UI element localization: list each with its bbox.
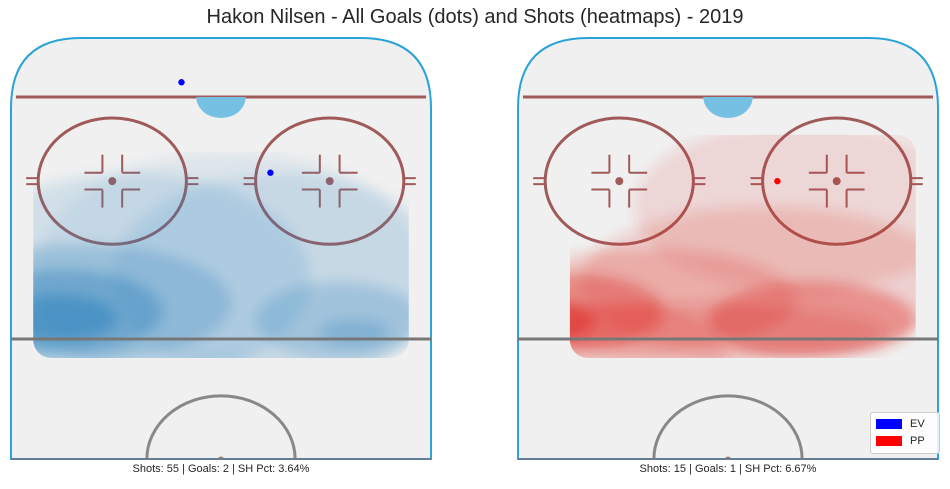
goal-marker (178, 79, 185, 86)
goal-marker (774, 177, 781, 185)
ev-panel (10, 37, 432, 460)
goal-crease (196, 96, 246, 118)
goal-crease (703, 96, 753, 118)
legend-item-ev: EV (876, 417, 925, 431)
legend-item-pp: PP (876, 434, 925, 448)
goal-marker (267, 169, 274, 176)
legend-label-pp: PP (910, 435, 925, 447)
legend-label-ev: EV (910, 418, 925, 430)
center-circle (145, 394, 297, 460)
legend-swatch-pp (876, 436, 902, 447)
legend-swatch-ev (876, 419, 902, 430)
heat-contour (569, 303, 728, 358)
ev-panel-caption: Shots: 55 | Goals: 2 | SH Pct: 3.64% (132, 463, 310, 475)
center-dot (218, 456, 224, 459)
pp-shot-heatmap (569, 134, 916, 358)
legend: EV PP (870, 412, 940, 454)
heat-contour (634, 134, 916, 291)
chart-title: Hakon Nilsen - All Goals (dots) and Shot… (206, 6, 744, 28)
center-dot (725, 456, 731, 459)
pp-panel-caption: Shots: 15 | Goals: 1 | SH Pct: 6.67% (639, 463, 817, 475)
pp-panel (517, 37, 939, 460)
center-circle (652, 394, 804, 460)
heat-contour (319, 320, 389, 346)
faceoff-dot (615, 177, 624, 186)
